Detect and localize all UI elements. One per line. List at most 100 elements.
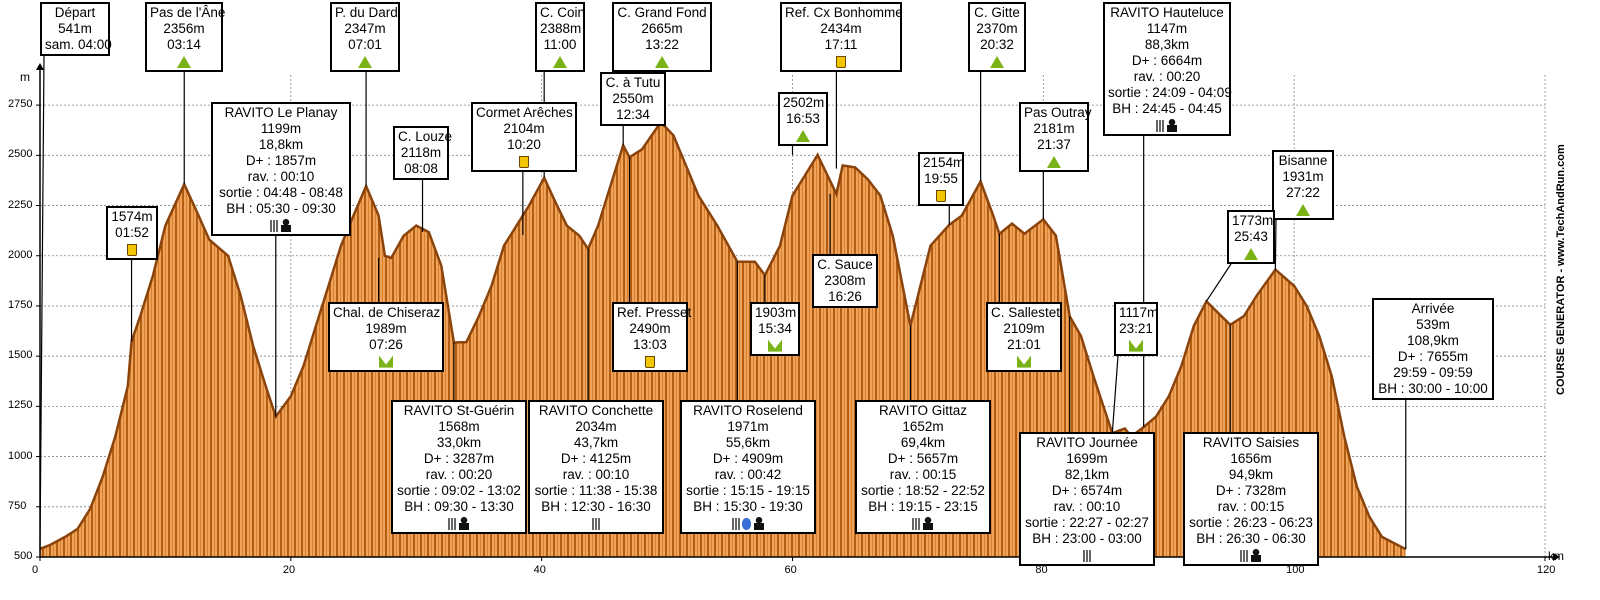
- annotation-line: 13:22: [645, 37, 679, 52]
- annotation-icons: [991, 353, 1057, 369]
- annotation-1903m: 1903m 15:34: [750, 302, 800, 356]
- x-tick-label: 60: [784, 564, 797, 576]
- annotation-1773m: 1773m 25:43: [1227, 210, 1275, 264]
- annotation-line: sortie : 04:48 - 08:48: [219, 185, 343, 200]
- annotation-c-coin: C. Coin 2388m 11:00: [535, 2, 585, 72]
- annotation-1117m: 1117m 23:21: [1114, 302, 1158, 356]
- annotation-line: 2550m: [612, 91, 654, 106]
- annotation-line: 2181m: [1033, 121, 1075, 136]
- annotation-line: sortie : 09:02 - 13:02: [397, 483, 521, 498]
- annotation-line: rav. : 00:42: [714, 467, 782, 482]
- annotation-line: 01:52: [115, 225, 149, 240]
- annotation-line: 108,9km: [1407, 333, 1459, 348]
- food-icon: [448, 517, 456, 530]
- x-axis-arrow: [1553, 553, 1560, 561]
- col-icon: [379, 355, 393, 368]
- annotation-icons: [860, 515, 986, 531]
- annotation-line: 20:32: [980, 37, 1014, 52]
- annotation-line: 82,1km: [1064, 467, 1110, 482]
- leader-line: [39, 55, 45, 549]
- annotation-line: 16:53: [786, 111, 820, 126]
- annotation-icons: [1119, 337, 1153, 353]
- annotation-line: C. Louze: [398, 129, 453, 144]
- peak-icon: [655, 55, 669, 68]
- person-icon: [280, 219, 292, 233]
- annotation-icons: [540, 53, 580, 69]
- annotation-line: 43,7km: [573, 435, 619, 450]
- annotation-line: RAVITO St-Guérin: [403, 403, 515, 418]
- col-icon: [768, 339, 782, 352]
- annotation-line: 2034m: [575, 419, 617, 434]
- annotation-line: 2502m: [783, 95, 825, 110]
- annotation-pas-de-l-ne: Pas de l'Âne 2356m 03:14: [145, 2, 226, 72]
- peak-icon: [990, 55, 1004, 68]
- annotation-line: 1699m: [1066, 451, 1108, 466]
- annotation-line: rav. : 00:15: [1217, 499, 1285, 514]
- annotation-1574m: 1574m 01:52: [106, 206, 158, 260]
- person-icon: [1250, 549, 1262, 563]
- food-icon: [912, 517, 920, 530]
- annotation-line: 18,8km: [258, 137, 304, 152]
- annotation-line: BH : 23:00 - 03:00: [1032, 531, 1142, 546]
- y-axis-arrow: [36, 63, 44, 70]
- annotation-icons: [150, 53, 218, 69]
- annotation-line: D+ : 7655m: [1397, 349, 1469, 364]
- annotation-line: 12:34: [616, 107, 650, 122]
- annotation-line: 27:22: [1286, 185, 1320, 200]
- beer-icon: [645, 355, 655, 368]
- annotation-line: 03:14: [167, 37, 201, 52]
- annotation-c-tutu: C. à Tutu 2550m 12:34: [600, 72, 666, 126]
- annotation-icons: [1108, 117, 1226, 133]
- annotation-line: 19:55: [924, 171, 958, 186]
- annotation-line: 1773m: [1232, 213, 1274, 228]
- annotation-line: Cormet Arêches: [476, 105, 573, 120]
- annotation-pas-outray: Pas Outray 2181m 21:37: [1019, 102, 1092, 172]
- annotation-line: rav. : 00:10: [247, 169, 315, 184]
- y-tick-label: 1500: [8, 349, 33, 362]
- annotation-line: D+ : 6664m: [1131, 53, 1203, 68]
- annotation-icons: [1024, 153, 1084, 169]
- annotation-line: Pas Outray: [1024, 105, 1092, 120]
- annotation-line: D+ : 6574m: [1051, 483, 1123, 498]
- annotation-line: 33,0km: [436, 435, 482, 450]
- annotation-line: D+ : 4125m: [560, 451, 632, 466]
- generator-credit: COURSE GENERATOR - www.TechAndRun.com: [1555, 144, 1567, 395]
- x-tick-label: 40: [533, 564, 546, 576]
- y-tick-label: 2250: [8, 198, 33, 211]
- annotation-c-sallestet: C. Sallestet 2109m 21:01: [986, 302, 1062, 372]
- annotation-line: 541m: [58, 21, 92, 36]
- leader-line: [1274, 219, 1277, 270]
- annotation-2502m: 2502m 16:53: [778, 92, 828, 146]
- annotation-line: 2356m: [163, 21, 205, 36]
- beer-icon: [936, 189, 946, 202]
- annotation-line: rav. : 00:20: [1133, 69, 1201, 84]
- annotation-line: 1574m: [111, 209, 153, 224]
- annotation-cormet-ar-ches: Cormet Arêches 2104m 10:20: [471, 102, 577, 172]
- annotation-line: 1931m: [1282, 169, 1324, 184]
- annotation-line: sortie : 26:23 - 06:23: [1189, 515, 1313, 530]
- annotation-line: 2109m: [1003, 321, 1045, 336]
- annotation-line: Ref. Cx Bonhomme: [785, 5, 903, 20]
- annotation-line: Pas de l'Âne: [150, 5, 226, 20]
- person-icon: [1166, 119, 1178, 133]
- annotation-line: 1199m: [260, 121, 302, 136]
- x-tick-label: 80: [1035, 564, 1048, 576]
- food-icon: [1240, 549, 1248, 562]
- annotation-line: 17:11: [824, 37, 858, 52]
- beer-icon: [127, 243, 137, 256]
- leader-line: [1205, 263, 1232, 302]
- annotation-line: rav. : 00:20: [425, 467, 493, 482]
- annotation-line: 1903m: [755, 305, 797, 320]
- annotation-line: 1971m: [727, 419, 769, 434]
- annotation-ravito-gittaz: RAVITO Gittaz 1652m 69,4km D+ : 5657m rav. :…: [855, 400, 991, 534]
- annotation-line: RAVITO Journée: [1036, 435, 1138, 450]
- x-tick-label: 120: [1537, 564, 1556, 576]
- annotation-line: 2434m: [820, 21, 862, 36]
- food-icon: [270, 219, 278, 232]
- annotation-c-louze: C. Louze 2118m 08:08: [393, 126, 453, 180]
- annotation-line: BH : 09:30 - 13:30: [404, 499, 514, 514]
- annotation-line: 21:01: [1007, 337, 1041, 352]
- annotation-line: sortie : 18:52 - 22:52: [861, 483, 985, 498]
- peak-icon: [177, 55, 191, 68]
- annotation-line: RAVITO Conchette: [538, 403, 654, 418]
